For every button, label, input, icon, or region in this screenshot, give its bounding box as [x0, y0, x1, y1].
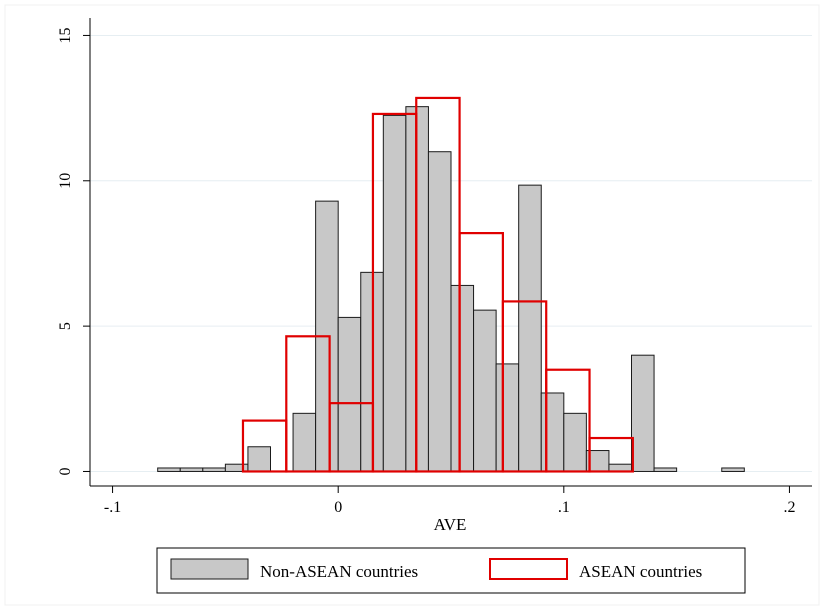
bar-non-asean-16 — [540, 392, 565, 472]
bar-non-asean-0 — [157, 467, 181, 472]
bar-non-asean-20 — [631, 354, 655, 472]
y-tick-label-2: 10 — [57, 173, 74, 189]
bar-asean-7 — [545, 368, 591, 473]
bar-non-asean-13 — [473, 309, 497, 472]
figure-outline — [4, 4, 820, 606]
legend-box — [156, 547, 746, 594]
legend-swatch-non-asean — [170, 558, 249, 580]
series-asean-bars — [241, 96, 634, 473]
bar-non-asean-7 — [337, 316, 362, 472]
bar-non-asean-22 — [721, 467, 745, 472]
y-tick-label-1: 5 — [57, 322, 74, 330]
bar-non-asean-17 — [563, 412, 587, 472]
x-tick-label-0: -.1 — [104, 499, 121, 516]
y-tick-label-3: 15 — [57, 27, 74, 43]
bar-non-asean-1 — [179, 467, 204, 472]
x-tick-label-2: .1 — [558, 499, 570, 516]
bar-non-asean-21 — [653, 467, 678, 472]
x-axis-label: AVE — [434, 515, 467, 534]
bar-non-asean-15 — [518, 184, 542, 472]
bar-non-asean-11 — [427, 151, 452, 472]
bar-non-asean-4 — [247, 446, 271, 472]
x-tick-label-1: 0 — [334, 499, 342, 516]
bar-asean-8 — [588, 436, 634, 473]
legend-label-non-asean: Non-ASEAN countries — [260, 562, 418, 581]
axes: 0 5 10 15 -.1 0 .1 .2 — [57, 18, 812, 516]
bar-non-asean-5 — [292, 412, 317, 472]
legend-swatch-asean — [489, 558, 568, 580]
x-tick-label-3: .2 — [783, 499, 795, 516]
bar-non-asean-2 — [202, 467, 226, 472]
legend-label-asean: ASEAN countries — [579, 562, 702, 581]
legend: Non-ASEAN countries ASEAN countries — [156, 547, 746, 594]
bar-non-asean-12 — [450, 284, 475, 472]
y-tick-label-0: 0 — [57, 467, 74, 475]
bar-non-asean-9 — [382, 114, 407, 472]
bar-non-asean-14 — [495, 363, 520, 472]
